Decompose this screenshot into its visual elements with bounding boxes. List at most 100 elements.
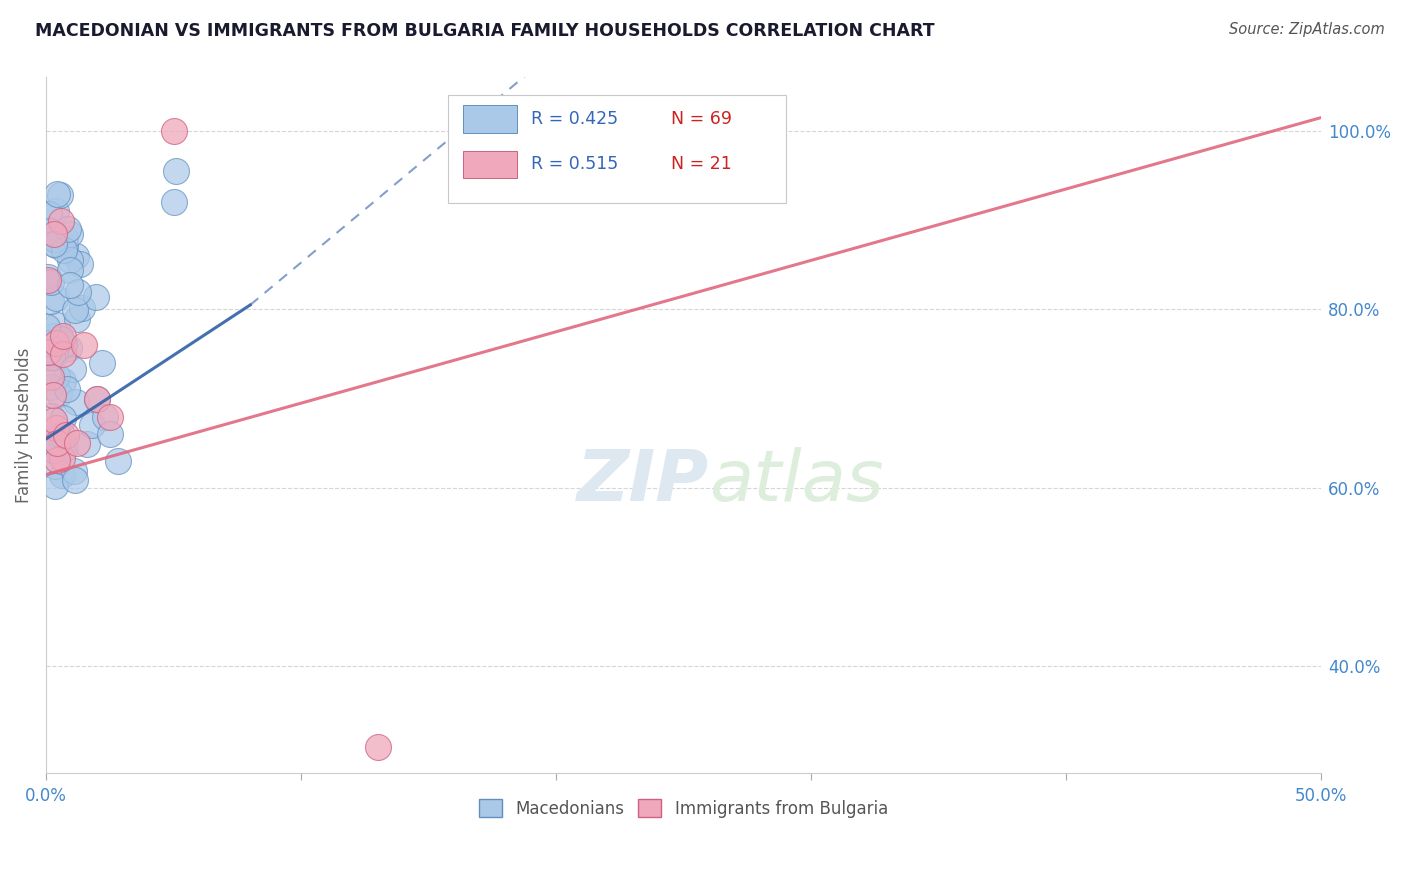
Point bbox=[44, 459, 66, 474]
Point bbox=[94, 409, 117, 424]
Point bbox=[39, 409, 62, 423]
Text: ZIP: ZIP bbox=[576, 447, 709, 516]
Point bbox=[41, 351, 63, 366]
Text: N = 69: N = 69 bbox=[671, 110, 733, 128]
Point bbox=[42, 236, 65, 251]
Point bbox=[51, 468, 73, 483]
Point bbox=[56, 222, 79, 236]
Point bbox=[45, 238, 67, 252]
Point bbox=[45, 291, 67, 305]
Point bbox=[65, 249, 87, 263]
Point bbox=[86, 392, 108, 406]
Point bbox=[37, 344, 59, 359]
Point bbox=[53, 231, 76, 245]
Text: R = 0.425: R = 0.425 bbox=[530, 110, 617, 128]
Point bbox=[59, 253, 82, 268]
Text: R = 0.515: R = 0.515 bbox=[530, 154, 617, 173]
Point bbox=[49, 187, 72, 202]
Point bbox=[107, 454, 129, 468]
Text: N = 21: N = 21 bbox=[671, 154, 731, 173]
Point bbox=[163, 124, 186, 138]
Text: atlas: atlas bbox=[709, 447, 884, 516]
Point bbox=[37, 270, 59, 285]
Point bbox=[41, 350, 63, 364]
Point bbox=[63, 474, 86, 488]
Point bbox=[70, 301, 93, 316]
FancyBboxPatch shape bbox=[447, 95, 786, 202]
Point bbox=[98, 427, 121, 442]
Point bbox=[45, 435, 67, 450]
Point bbox=[49, 332, 72, 346]
Point bbox=[37, 275, 59, 289]
Point bbox=[53, 239, 76, 253]
Point bbox=[37, 273, 59, 287]
Point bbox=[76, 437, 98, 451]
Point bbox=[52, 328, 75, 343]
Point bbox=[44, 478, 66, 492]
Point bbox=[367, 739, 389, 754]
Point bbox=[46, 453, 69, 467]
Point bbox=[41, 440, 63, 454]
Legend: Macedonians, Immigrants from Bulgaria: Macedonians, Immigrants from Bulgaria bbox=[472, 793, 894, 824]
Text: MACEDONIAN VS IMMIGRANTS FROM BULGARIA FAMILY HOUSEHOLDS CORRELATION CHART: MACEDONIAN VS IMMIGRANTS FROM BULGARIA F… bbox=[35, 22, 935, 40]
Point bbox=[41, 370, 63, 384]
Point bbox=[51, 428, 73, 442]
Point bbox=[48, 429, 70, 443]
Point bbox=[52, 411, 75, 425]
Point bbox=[69, 257, 91, 271]
Point bbox=[53, 441, 76, 455]
Point bbox=[62, 362, 84, 376]
Point bbox=[45, 421, 67, 435]
Point bbox=[53, 337, 76, 351]
Point bbox=[45, 203, 67, 218]
Point bbox=[39, 379, 62, 393]
Point bbox=[42, 227, 65, 241]
Point bbox=[56, 383, 79, 397]
Point bbox=[37, 320, 59, 334]
Point bbox=[59, 227, 82, 241]
Point bbox=[66, 436, 89, 450]
Point bbox=[48, 434, 70, 449]
Point bbox=[51, 347, 73, 361]
Point bbox=[41, 232, 63, 246]
Point bbox=[48, 438, 70, 452]
Point bbox=[66, 311, 89, 326]
Point bbox=[41, 293, 63, 308]
Point bbox=[53, 244, 76, 258]
FancyBboxPatch shape bbox=[463, 105, 516, 133]
Point bbox=[46, 318, 69, 332]
Point bbox=[98, 409, 121, 424]
Point bbox=[45, 369, 67, 384]
Point bbox=[38, 207, 60, 221]
Point bbox=[58, 341, 80, 355]
Point bbox=[44, 347, 66, 361]
Point bbox=[46, 186, 69, 201]
Point bbox=[67, 285, 90, 300]
Point bbox=[63, 464, 86, 478]
Point bbox=[42, 443, 65, 458]
Point bbox=[45, 335, 67, 350]
Point bbox=[55, 427, 77, 442]
Point bbox=[39, 275, 62, 289]
Point bbox=[42, 388, 65, 402]
Point bbox=[59, 278, 82, 293]
Point bbox=[84, 290, 107, 304]
FancyBboxPatch shape bbox=[463, 151, 516, 178]
Point bbox=[65, 394, 87, 409]
Point bbox=[48, 387, 70, 401]
Point bbox=[44, 329, 66, 343]
Point bbox=[59, 263, 82, 277]
Point bbox=[80, 418, 103, 433]
Point bbox=[44, 232, 66, 246]
Point bbox=[91, 356, 114, 370]
Text: Source: ZipAtlas.com: Source: ZipAtlas.com bbox=[1229, 22, 1385, 37]
Point bbox=[37, 336, 59, 351]
Point bbox=[51, 451, 73, 466]
Y-axis label: Family Households: Family Households bbox=[15, 348, 32, 503]
Point bbox=[63, 303, 86, 318]
Point bbox=[42, 413, 65, 427]
Point bbox=[52, 374, 75, 388]
Point bbox=[165, 164, 187, 178]
Point bbox=[51, 213, 73, 227]
Point bbox=[163, 195, 186, 210]
